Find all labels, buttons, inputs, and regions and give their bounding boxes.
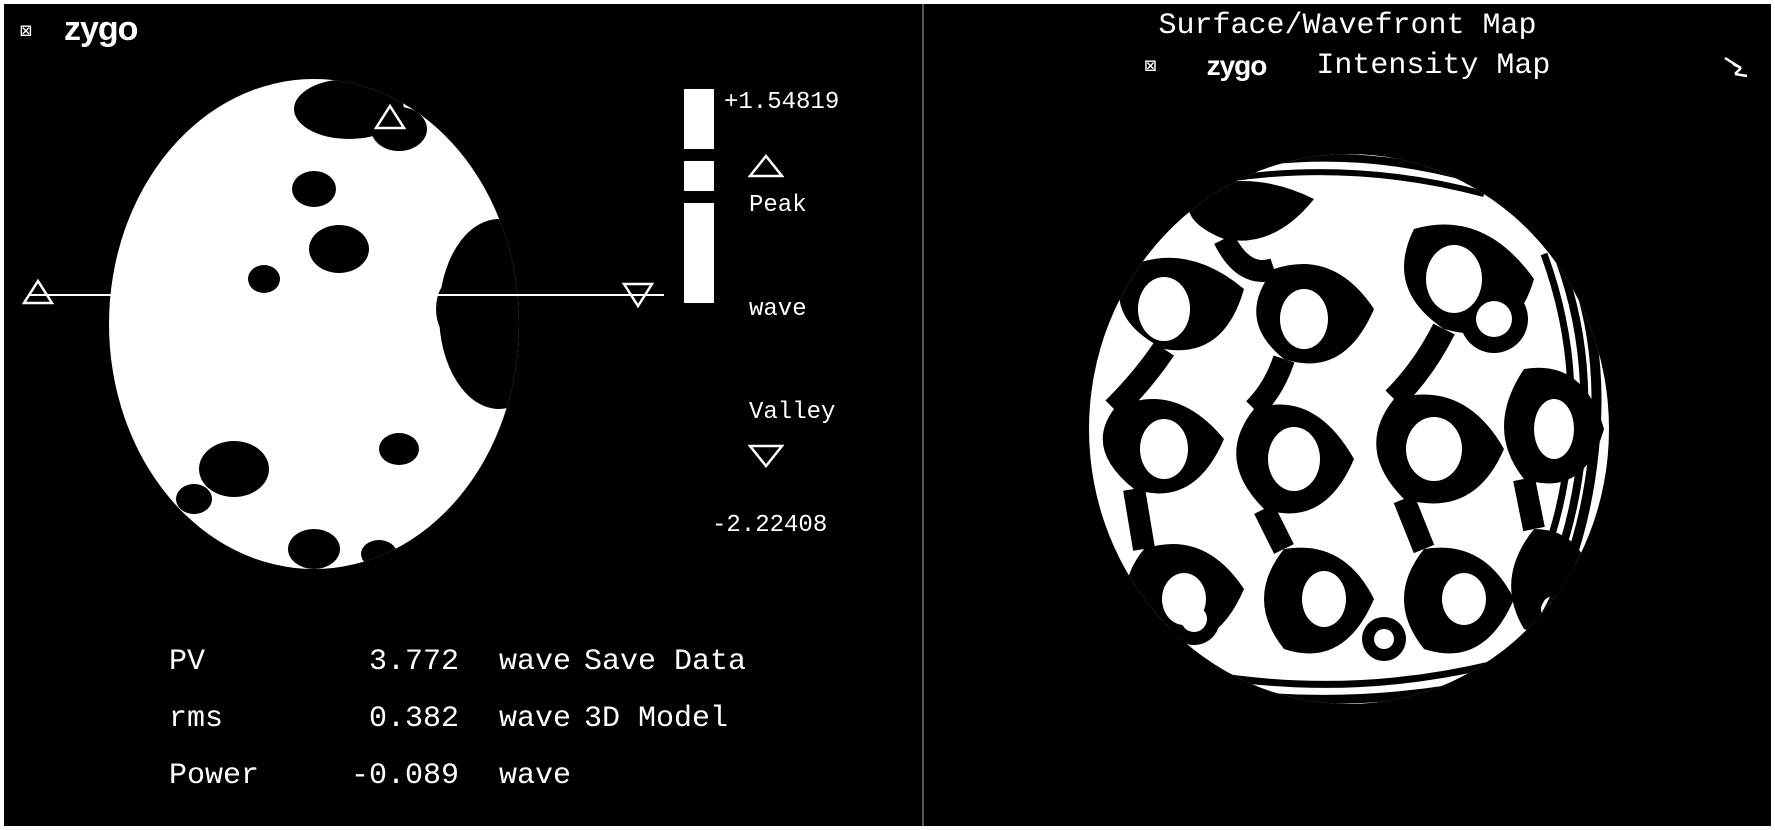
close-icon[interactable]: ⊠: [20, 18, 32, 44]
brand-logo: zygo: [1207, 50, 1267, 82]
valley-down-icon: [748, 444, 784, 468]
surface-map-panel: ⊠ zygo: [4, 4, 924, 826]
colorbar: [684, 89, 714, 389]
stat-name: rms: [169, 691, 349, 748]
subtitle-row: ⊠ zygo Intensity Map: [924, 49, 1771, 83]
colorbar-seg: [684, 161, 714, 191]
cursor-marker-left[interactable]: [22, 279, 54, 305]
stat-value: 0.382: [349, 691, 499, 748]
profile-cursor-line[interactable]: [29, 294, 664, 296]
panel-title: Surface/Wavefront Map: [924, 9, 1771, 43]
intensity-map-panel: Surface/Wavefront Map ⊠ zygo Intensity M…: [924, 4, 1771, 826]
stat-unit: wave: [499, 748, 619, 805]
stats-row: Power -0.089 wave: [169, 748, 619, 805]
valley-label: Valley: [749, 399, 835, 426]
stats-row: rms 0.382 wave: [169, 691, 619, 748]
rotate-icon[interactable]: [1721, 54, 1751, 88]
intensity-map[interactable]: [1074, 149, 1624, 709]
cursor-marker-right[interactable]: [622, 282, 654, 308]
stat-value: -0.089: [349, 748, 499, 805]
cursor-marker-mid[interactable]: [422, 236, 454, 262]
colorbar-max: +1.54819: [724, 89, 839, 116]
3d-model-button[interactable]: 3D Model: [584, 691, 746, 748]
colorbar-min: -2.22408: [712, 512, 827, 539]
colorbar-seg: [684, 89, 714, 149]
panel-subtitle: Intensity Map: [1316, 49, 1550, 83]
unit-label: wave: [749, 296, 807, 323]
stat-name: Power: [169, 748, 349, 805]
intensity-map-svg: [1074, 149, 1624, 709]
colorbar-seg: [684, 203, 714, 303]
stat-name: PV: [169, 634, 349, 691]
stat-value: 3.772: [349, 634, 499, 691]
surface-map[interactable]: [99, 74, 529, 574]
peak-up-icon: [748, 154, 784, 178]
stats-row: PV 3.772 wave: [169, 634, 619, 691]
peak-label: Peak: [749, 192, 807, 219]
save-data-button[interactable]: Save Data: [584, 634, 746, 691]
close-icon[interactable]: ⊠: [1145, 53, 1157, 79]
actions: Save Data 3D Model: [584, 634, 746, 748]
stats-table: PV 3.772 wave rms 0.382 wave Power -0.08…: [169, 634, 619, 805]
surface-map-svg: [99, 74, 529, 574]
cursor-marker-top[interactable]: [374, 104, 406, 130]
brand-logo: zygo: [64, 10, 137, 49]
